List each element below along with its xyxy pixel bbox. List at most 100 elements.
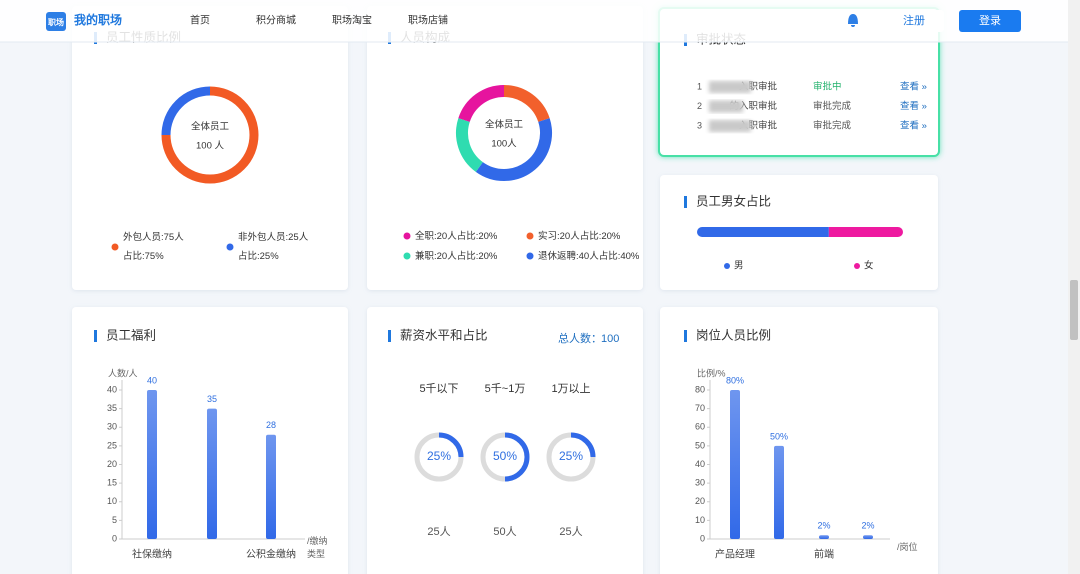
- y-tick-label: 30: [107, 422, 117, 432]
- legend-dot: [111, 243, 119, 251]
- ring-count: 25人: [559, 525, 582, 538]
- x-tick-label: 产品经理: [715, 548, 755, 561]
- x-tick-label: 社保缴纳: [132, 548, 172, 561]
- y-tick-label: 15: [107, 478, 117, 488]
- ring-percent: 25%: [559, 449, 583, 463]
- nav-link[interactable]: 积分商城: [256, 14, 296, 27]
- legend-label: 外包人员:75人占比:75%: [123, 232, 184, 262]
- legend-label-box: 实习:20人占比:20%: [538, 230, 621, 242]
- scrollbar: [1068, 0, 1080, 574]
- value-label: 2%: [861, 521, 874, 531]
- bar: [207, 408, 217, 539]
- legend-dot: [854, 263, 860, 269]
- bar: [147, 390, 157, 539]
- y-axis-label: 人数/人: [108, 367, 138, 378]
- register-button[interactable]: [884, 10, 944, 32]
- value-label: 35: [207, 394, 217, 404]
- y-tick-label: 0: [700, 533, 705, 543]
- bar: [266, 434, 276, 539]
- bar: [819, 535, 829, 539]
- center-label: 全体员工: [485, 119, 524, 131]
- bar: [774, 445, 784, 539]
- y-tick-label: 20: [107, 459, 117, 469]
- legend-label: 兼职:20人占比:20%: [415, 250, 498, 262]
- bell-icon[interactable]: [848, 14, 858, 27]
- center-total: 100人: [491, 139, 517, 150]
- ring-category: 5千~1万: [485, 382, 526, 395]
- card: [72, 6, 348, 290]
- card: [660, 307, 938, 574]
- card-title: 员工男女占比: [696, 193, 771, 208]
- legend-label: 非外包人员:25人占比:25%: [238, 232, 309, 262]
- y-tick-label: 30: [695, 478, 705, 488]
- title-accent: [684, 330, 687, 342]
- logo-text: 职场: [48, 17, 64, 27]
- center-label: 全体员工: [191, 121, 230, 133]
- brand[interactable]: 我的职场: [74, 12, 122, 27]
- donut-segment: [161, 86, 211, 136]
- legend-label-box: 全职:20人占比:20%: [415, 230, 498, 242]
- x-axis-label: /岗位: [897, 542, 918, 552]
- ring-arc: [438, 432, 464, 458]
- legend-label-box: 兼职:20人占比:20%: [415, 250, 498, 262]
- total-value: 100: [601, 333, 619, 345]
- nav-link[interactable]: 首页: [190, 14, 210, 27]
- y-tick-label: 35: [107, 403, 117, 413]
- title-accent: [684, 196, 687, 208]
- card-title: 员工福利: [106, 327, 156, 342]
- bar: [730, 390, 740, 539]
- ring-percent: 25%: [427, 449, 451, 463]
- logo-icon[interactable]: [46, 12, 66, 31]
- header: 职场 我的职场 首页 积分商城 职场淘宝 职场店铺 注册 登录: [0, 0, 1068, 43]
- y-tick-label: 10: [107, 496, 117, 506]
- blurred-name: [709, 100, 743, 113]
- donut-segment: [161, 86, 259, 184]
- legend-label: 全职:20人占比:20%: [415, 230, 498, 242]
- card-title: 薪资水平和占比: [400, 327, 488, 342]
- blurred-name: [709, 81, 751, 93]
- card: [367, 6, 643, 290]
- legend-label-box: 非外包人员:25人占比:25%: [238, 232, 309, 262]
- row-action[interactable]: 查看 »: [900, 100, 927, 112]
- y-tick-label: 20: [695, 496, 705, 506]
- card-title: 岗位人员比例: [696, 327, 771, 342]
- value-label: 40: [147, 375, 157, 385]
- legend-label: 实习:20人占比:20%: [538, 230, 621, 242]
- row-index: 1: [697, 81, 702, 91]
- login-text: 登录: [979, 13, 1001, 27]
- bar-segment: [697, 227, 829, 237]
- y-tick-label: 40: [107, 384, 117, 394]
- legend-label: 退休返聘:40人占比:40%: [538, 250, 640, 262]
- value-label: 80%: [726, 375, 744, 385]
- blurred-name: [709, 120, 751, 132]
- y-tick-label: 40: [695, 459, 705, 469]
- legend-dot: [526, 232, 534, 240]
- y-tick-label: 70: [695, 403, 705, 413]
- legend-dot: [403, 252, 411, 260]
- row-action[interactable]: 查看 »: [900, 81, 927, 93]
- y-tick-label: 5: [112, 515, 117, 525]
- nav-link[interactable]: 职场淘宝: [332, 14, 372, 27]
- row-index: 3: [697, 120, 702, 130]
- x-tick-label: 前端: [814, 548, 834, 561]
- donut-segment: [456, 118, 484, 172]
- row-status: 审批中: [813, 81, 842, 93]
- ring-percent: 50%: [493, 449, 517, 463]
- cards: [72, 6, 940, 574]
- login-button[interactable]: [959, 10, 1021, 32]
- y-tick-label: 0: [112, 533, 117, 543]
- bar-segment: [828, 227, 903, 237]
- legend-dot: [226, 243, 234, 251]
- ring-category: 1万以上: [551, 382, 590, 395]
- nav-link[interactable]: 职场店铺: [408, 14, 448, 27]
- legend-label-box: 外包人员:75人占比:75%: [123, 232, 184, 262]
- register-text: 注册: [903, 13, 925, 27]
- legend-dot: [403, 232, 411, 240]
- row-status: 审批完成: [813, 120, 852, 132]
- scroll-thumb[interactable]: [1070, 280, 1078, 340]
- donut-segment: [475, 118, 552, 181]
- ring-arc: [570, 432, 596, 458]
- y-tick-label: 60: [695, 422, 705, 432]
- row-action[interactable]: 查看 »: [900, 120, 927, 132]
